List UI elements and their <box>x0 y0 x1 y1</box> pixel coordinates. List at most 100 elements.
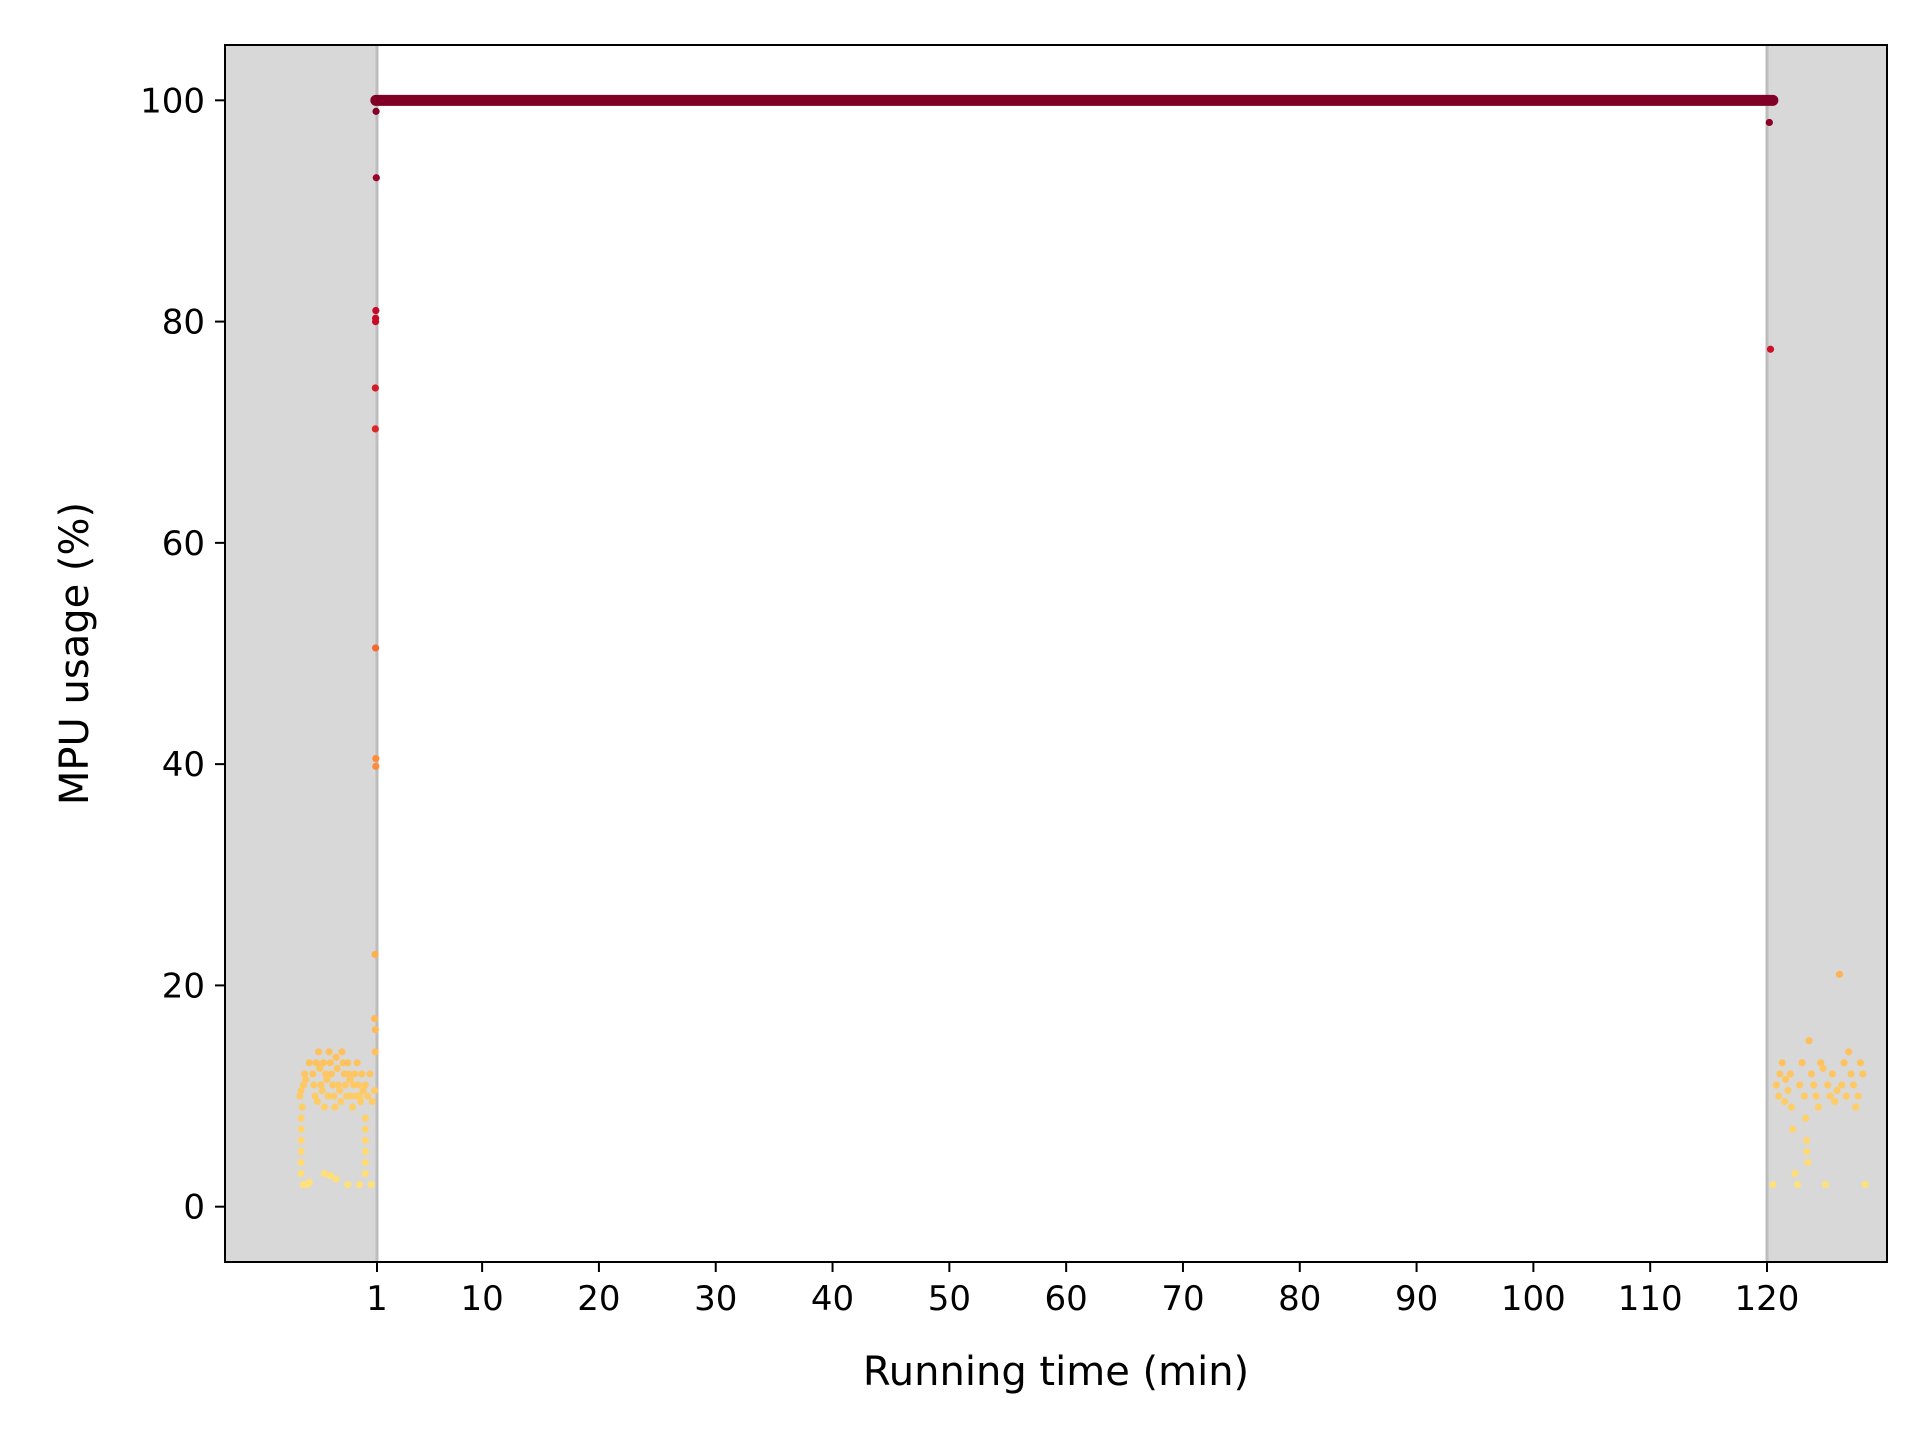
data-point <box>1796 1081 1804 1089</box>
data-point <box>1776 1070 1784 1078</box>
data-point <box>1801 1114 1810 1122</box>
data-point <box>311 1092 319 1100</box>
data-point <box>1062 96 1070 104</box>
data-point <box>364 1092 372 1100</box>
data-point <box>296 1092 304 1100</box>
y-tick-label: 60 <box>162 524 205 564</box>
data-point <box>338 1048 346 1056</box>
data-point <box>372 306 380 315</box>
data-point <box>309 1070 317 1078</box>
data-point <box>332 1053 340 1061</box>
data-point <box>1805 1037 1813 1045</box>
data-point <box>1798 1059 1806 1067</box>
data-point <box>1803 1147 1811 1155</box>
data-point <box>361 1147 369 1155</box>
data-point <box>331 1103 339 1111</box>
data-point <box>1791 1169 1799 1178</box>
data-point <box>1807 1070 1815 1078</box>
data-point <box>1793 1180 1801 1189</box>
data-point <box>344 1059 352 1067</box>
x-tick-label: 50 <box>928 1279 971 1319</box>
data-point <box>1821 1180 1830 1189</box>
data-point <box>320 1103 329 1111</box>
data-point <box>297 1158 305 1167</box>
background-layer <box>225 45 1887 1262</box>
data-point <box>385 96 393 104</box>
data-point <box>1817 1059 1825 1067</box>
data-point <box>368 1097 376 1106</box>
data-point <box>1766 345 1775 353</box>
data-point <box>297 1169 305 1178</box>
data-point <box>367 1180 375 1189</box>
data-point <box>1769 1180 1777 1189</box>
data-point <box>1800 1092 1808 1100</box>
data-point <box>1179 96 1187 104</box>
data-point <box>1831 1097 1839 1106</box>
data-point <box>371 425 379 433</box>
data-point <box>1296 96 1304 104</box>
data-point <box>1845 1048 1853 1056</box>
data-point <box>366 1070 374 1078</box>
data-point <box>1833 1086 1841 1095</box>
data-point <box>1835 970 1844 978</box>
data-point <box>371 1048 379 1056</box>
data-point <box>302 1075 310 1084</box>
data-point <box>354 1081 362 1089</box>
data-point <box>1828 1070 1837 1078</box>
data-point <box>334 1081 343 1089</box>
data-point <box>945 96 953 104</box>
data-point <box>478 96 486 104</box>
data-point <box>371 1086 379 1095</box>
data-point <box>371 1015 379 1023</box>
data-point <box>324 1092 332 1100</box>
x-tick-label: 120 <box>1735 1279 1800 1319</box>
data-point <box>355 1092 364 1100</box>
data-point <box>297 1114 305 1122</box>
data-point <box>1704 96 1713 104</box>
data-point <box>1786 1070 1794 1078</box>
data-point <box>1529 96 1537 104</box>
data-point <box>1763 96 1771 104</box>
data-point <box>1004 96 1012 104</box>
data-points <box>296 94 1869 1189</box>
data-point <box>361 1169 369 1178</box>
data-point <box>1780 1097 1789 1106</box>
x-tick-label: 10 <box>460 1279 503 1319</box>
data-point <box>1782 1075 1790 1084</box>
data-point <box>310 1081 318 1089</box>
data-point <box>361 1136 369 1144</box>
data-point <box>1804 1158 1812 1167</box>
data-point <box>372 762 380 770</box>
data-point <box>348 1103 357 1111</box>
data-point <box>1354 96 1362 104</box>
y-tick-label: 20 <box>162 966 205 1006</box>
data-point <box>1412 96 1421 104</box>
x-tick-label: 30 <box>694 1279 737 1319</box>
x-tick-label: 100 <box>1501 1279 1566 1319</box>
data-point <box>372 174 380 182</box>
data-point <box>1812 1092 1820 1100</box>
data-point <box>300 1070 309 1078</box>
data-point <box>536 96 545 104</box>
data-point <box>1824 1081 1832 1089</box>
data-point <box>1856 1059 1865 1067</box>
x-tick-label: 110 <box>1618 1279 1683 1319</box>
data-point <box>379 96 387 104</box>
data-point <box>327 1070 336 1078</box>
data-point <box>312 1059 320 1067</box>
data-point <box>1772 1081 1780 1089</box>
data-point <box>371 1026 379 1034</box>
y-tick-label: 100 <box>140 81 205 121</box>
data-point <box>355 1180 364 1189</box>
data-point <box>344 1180 352 1189</box>
data-point <box>1471 96 1479 104</box>
data-point <box>357 1097 365 1106</box>
data-point <box>319 1059 327 1067</box>
data-point <box>712 96 720 104</box>
data-point <box>1840 1059 1848 1067</box>
x-tick-label: 40 <box>811 1279 854 1319</box>
data-point <box>299 1081 308 1089</box>
data-point <box>1751 96 1759 104</box>
data-point <box>887 96 895 104</box>
